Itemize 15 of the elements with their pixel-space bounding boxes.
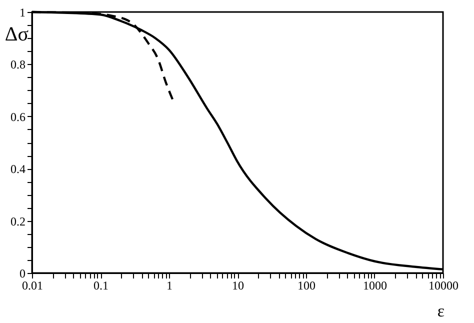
- x-tick-label: 10: [232, 278, 244, 292]
- y-tick-label: 0.4: [10, 162, 26, 176]
- y-tick-label: 1: [20, 6, 26, 20]
- x-axis-title: ε: [437, 302, 444, 320]
- y-tick-label: 0.8: [10, 58, 26, 72]
- y-axis-title: Δσ: [4, 24, 29, 46]
- x-tick-label: 0.01: [22, 278, 43, 292]
- x-tick-label: 0.1: [94, 278, 108, 292]
- y-tick-label: 0.6: [10, 110, 26, 124]
- y-tick-label: 0: [20, 266, 26, 280]
- x-tick-label: 10000: [428, 278, 458, 292]
- x-tick-label: 1: [166, 278, 172, 292]
- x-tick-label: 100: [298, 278, 316, 292]
- x-tick-label: 1000: [363, 278, 387, 292]
- y-tick-label: 0.2: [10, 214, 26, 228]
